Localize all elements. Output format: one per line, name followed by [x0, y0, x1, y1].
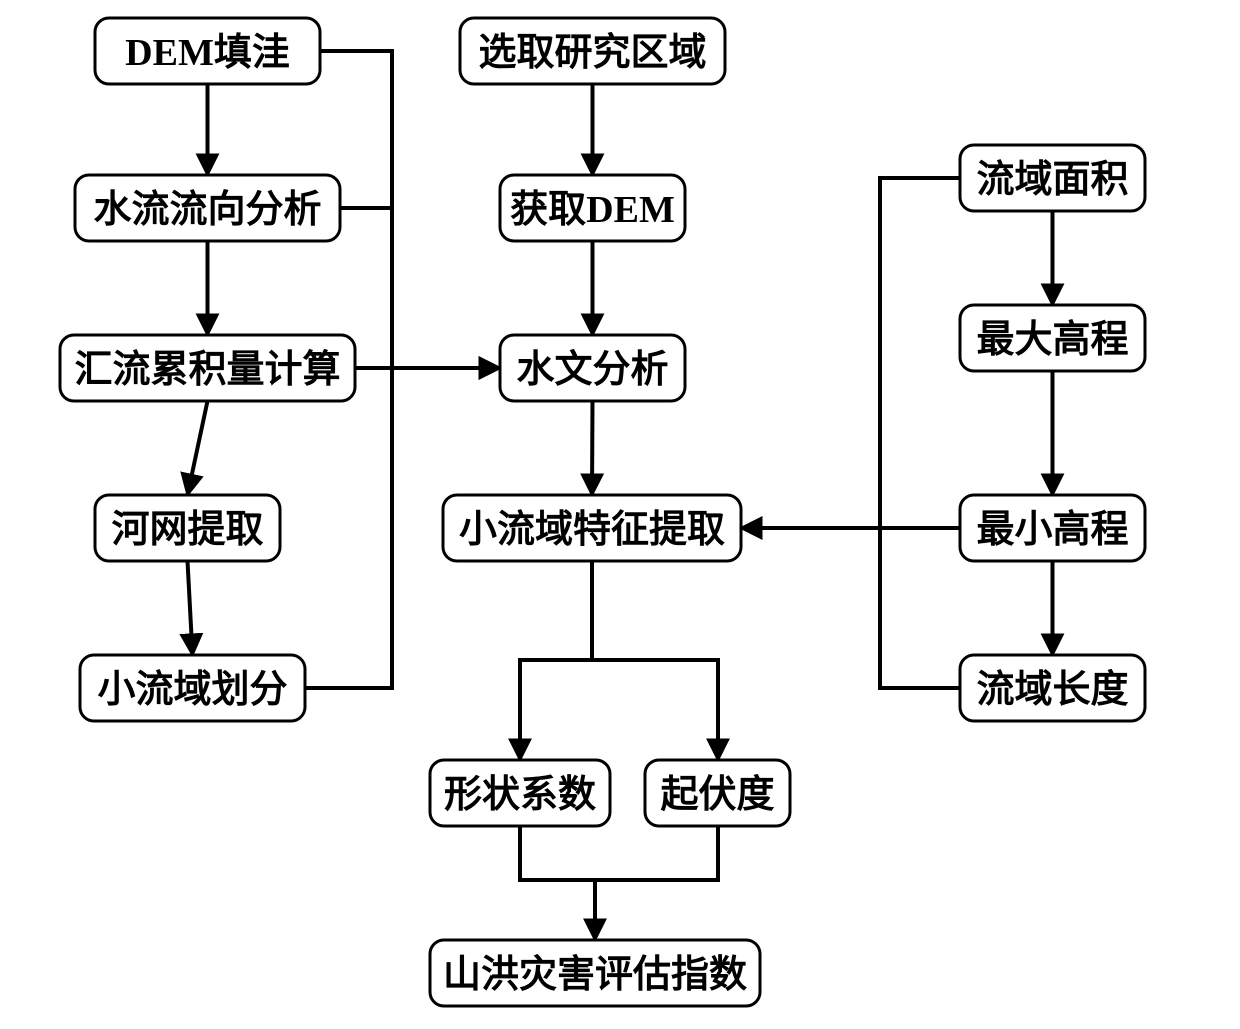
node-label-basin_area: 流域面积 — [976, 159, 1128, 201]
node-flow_dir: 水流流向分析 — [75, 175, 340, 241]
edge-flow_acc-to-river_extract — [188, 401, 208, 495]
node-label-min_elev: 最小高程 — [976, 509, 1128, 551]
node-label-flow_dir: 水流流向分析 — [93, 189, 321, 231]
edge-river_extract-to-subbasin_split — [188, 561, 193, 655]
node-label-river_extract: 河网提取 — [111, 509, 263, 551]
node-subbasin_split: 小流域划分 — [80, 655, 305, 721]
polyedge-area-to-feature — [880, 178, 960, 528]
node-relief: 起伏度 — [645, 760, 790, 826]
node-max_elev: 最大高程 — [960, 305, 1145, 371]
node-label-subbasin_split: 小流域划分 — [97, 669, 287, 711]
node-label-relief: 起伏度 — [660, 774, 774, 816]
node-label-basin_len: 流域长度 — [976, 669, 1128, 711]
node-river_extract: 河网提取 — [95, 495, 280, 561]
node-shape_coef: 形状系数 — [430, 760, 610, 826]
polyedge-relief-down — [595, 826, 718, 880]
polyedge-len-to-feature-up — [880, 528, 960, 688]
node-flow_acc: 汇流累积量计算 — [60, 335, 355, 401]
polyedge-shape-down — [520, 826, 595, 880]
node-basin_area: 流域面积 — [960, 145, 1145, 211]
node-select_area: 选取研究区域 — [460, 18, 725, 84]
node-hydro_analysis: 水文分析 — [500, 335, 685, 401]
node-min_elev: 最小高程 — [960, 495, 1145, 561]
node-label-dem_fill: DEM填洼 — [125, 32, 290, 74]
node-basin_len: 流域长度 — [960, 655, 1145, 721]
node-dem_fill: DEM填洼 — [95, 18, 320, 84]
node-label-max_elev: 最大高程 — [976, 319, 1128, 361]
polyedge-feature-to-relief — [592, 660, 718, 760]
polyedge-feature-to-shape — [520, 660, 592, 760]
node-label-shape_coef: 形状系数 — [444, 774, 596, 816]
edge-hydro_analysis-to-feature_extract — [592, 401, 593, 495]
node-label-select_area: 选取研究区域 — [478, 32, 706, 74]
node-label-hydro_analysis: 水文分析 — [516, 349, 668, 391]
node-feature_extract: 小流域特征提取 — [443, 495, 741, 561]
node-label-flood_index: 山洪灾害评估指数 — [443, 954, 747, 996]
flowchart-canvas: DEM填洼水流流向分析汇流累积量计算河网提取小流域划分 选取研究区域获取DEM 水文… — [0, 0, 1240, 1029]
node-flood_index: 山洪灾害评估指数 — [430, 940, 760, 1006]
node-label-feature_extract: 小流域特征提取 — [459, 509, 725, 551]
node-label-get_dem: 获取DEM — [510, 189, 675, 231]
node-get_dem: 获取DEM — [500, 175, 685, 241]
node-label-flow_acc: 汇流累积量计算 — [74, 349, 340, 391]
